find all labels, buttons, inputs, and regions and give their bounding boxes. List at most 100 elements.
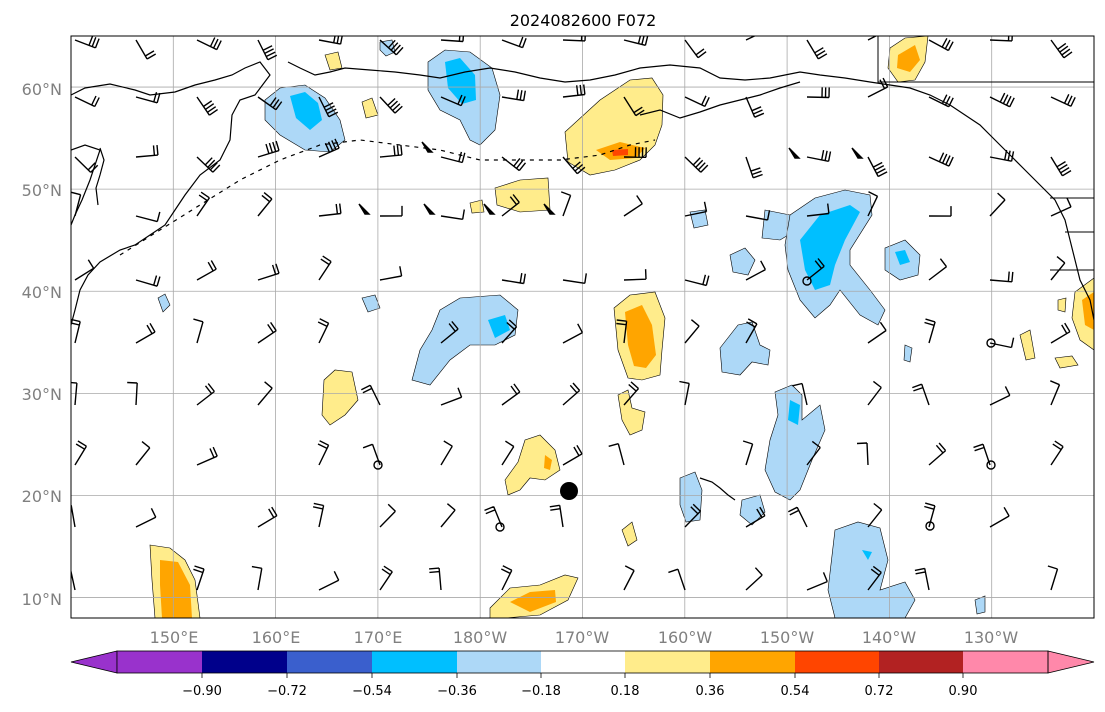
lat-label: 60°N [22,80,62,99]
wind-barb [71,381,78,406]
neg-anomaly-region [729,247,756,276]
gridlines [71,36,1094,618]
wind-barb [1050,256,1066,281]
map-title: 2024082600 F072 [510,11,657,30]
wind-barb [989,506,1010,528]
wind-barb [742,440,754,466]
lon-label: 170°W [555,628,610,647]
calm-circle [986,460,996,470]
wind-barb [501,319,518,344]
pos-anomaly-region [544,455,552,470]
us-border [1050,197,1094,271]
colorbar-segment [541,651,625,673]
pos-anomaly-region [612,149,628,156]
wind-barb [684,319,700,344]
wind-barb [745,96,765,118]
wind-barb [379,565,393,591]
wind-barb [867,321,887,344]
map-area [71,36,1094,618]
calm-circle [495,522,505,532]
wind-pennant [788,147,801,159]
wind-barb [806,149,832,162]
colorbar-tick-label: −0.72 [267,684,307,699]
pos-anomaly-region [625,305,656,368]
calm-circle [986,338,996,348]
wind-barb [501,36,527,49]
colorbar-tick-label: −0.18 [521,684,561,699]
storm-position-marker [560,482,578,500]
wind-barb [501,440,515,466]
wind-barb [127,381,138,406]
wind-barb [257,263,280,281]
wind-barb [867,380,882,406]
colorbar-ticks [201,673,964,678]
neg-anomaly-region [788,400,800,425]
wind-barb [989,271,1014,283]
neg-anomaly-region [800,205,860,290]
wind-barb [1050,39,1073,59]
lon-label: 150°E [150,628,199,647]
aleutian-chain [119,139,656,256]
colorbar-tick-label: 0.18 [611,684,640,699]
lon-label: 150°W [760,628,815,647]
wind-barb [257,506,278,528]
wind-pennant [483,203,496,215]
wind-barb [196,156,221,173]
wind-barb [251,565,263,591]
wind-barb [257,39,278,61]
wind-barb [71,568,76,591]
colorbar-extend-high [1047,650,1095,674]
wind-barb [928,206,952,217]
wind-barb [196,446,218,466]
wind-barb [1050,440,1064,466]
colorbar-tick-label: −0.54 [352,684,392,699]
wind-barb [1047,565,1059,591]
wind-barb [135,145,159,158]
wind-barb [562,382,581,406]
wind-barb [71,504,76,528]
wind-barb [989,386,1011,406]
wind-barb [562,323,584,344]
wind-barb [924,502,936,528]
colorbar-segment [625,651,710,673]
wind-barb [74,156,99,173]
wind-barb [549,504,564,528]
lon-label: 170°E [354,628,403,647]
neg-anomaly-region [903,344,913,363]
colorbar-tick-label: −0.90 [182,684,222,699]
wind-barb [484,505,503,528]
wind-barb [257,322,277,344]
colorbar-segment [879,651,963,673]
wind-barb [74,36,100,49]
wind-barb [1050,156,1072,177]
wind-barb [440,503,456,528]
wind-barb [360,384,381,406]
wind-barb [562,273,587,284]
coastline-sakhalin [95,147,105,206]
wind-barb [623,147,647,158]
wind-barb [867,77,889,98]
lat-label: 10°N [22,590,62,609]
wind-barb [135,39,157,60]
pos-anomaly-region [510,590,556,612]
wind-barb [1050,197,1072,217]
wind-barb [135,441,151,466]
pos-anomaly-region [1054,355,1079,369]
calm-circle [802,276,812,286]
coastline-alaska-peninsula [639,81,801,119]
wind-barb [74,95,100,108]
wind-barb [135,507,157,528]
neg-anomaly-region [361,294,381,313]
wind-barb [867,565,882,591]
neg-anomaly-region [764,384,826,501]
lat-label: 20°N [22,487,62,506]
wind-barb [501,89,526,102]
wind-barb [135,92,161,104]
wind-barb [684,95,710,108]
wind-barb [745,318,758,344]
pos-anomaly-region [1082,292,1094,330]
lon-label: 180°W [453,628,508,647]
wind-barb [562,84,586,98]
wind-barb [196,260,217,281]
